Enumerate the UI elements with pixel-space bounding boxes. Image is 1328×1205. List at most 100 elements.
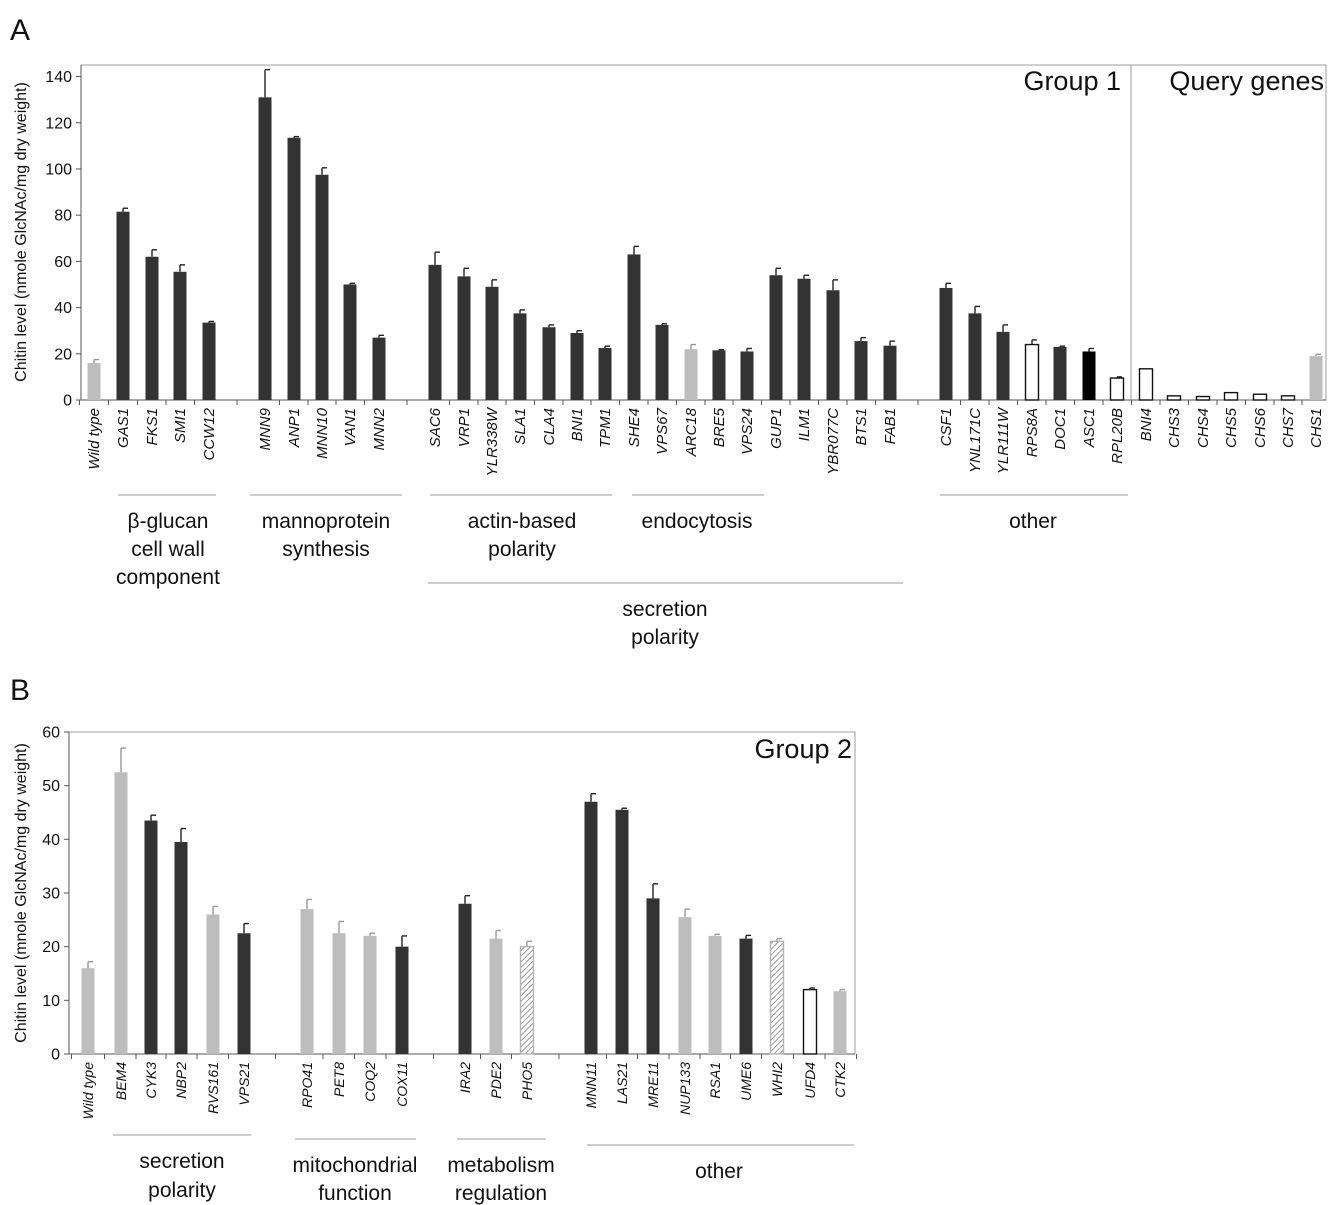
group-label-other: other (695, 1160, 743, 1183)
bar-bem4 (114, 772, 128, 1054)
x-tick-label-cla4: CLA4 (541, 408, 558, 446)
x-tick-label-mnn10: MNN10 (314, 407, 331, 459)
x-tick-label-vps24: VPS24 (739, 408, 756, 455)
annotation-group-1: Group 1 (1023, 66, 1121, 96)
chart-panel-b: Chitin level (mnole GlcNAc/mg dry weight… (13, 725, 857, 1205)
x-tick-label-ylr111w: YLR111W (995, 406, 1012, 474)
y-tick-label-b: 30 (42, 886, 60, 903)
y-tick-label-a: 0 (63, 393, 72, 410)
bar-fks1 (145, 256, 159, 400)
x-tick-label-whi2: WHI2 (769, 1062, 785, 1097)
x-tick-label-ybr077c: YBR077C (825, 408, 842, 475)
bar-rvs161 (206, 914, 220, 1054)
x-tick-label-anp1: ANP1 (286, 408, 303, 448)
x-tick-label-rpo41: RPO41 (299, 1062, 315, 1108)
bar-bre5 (712, 350, 726, 400)
bar-mnn10 (315, 174, 329, 400)
y-tick-label-b: 40 (42, 832, 60, 849)
group-label-glucan-cell-wall-component: component (116, 566, 220, 589)
x-tick-label-ctk2: CTK2 (832, 1062, 848, 1098)
group-label-secretion-polarity: secretion (139, 1150, 224, 1173)
x-tick-label-mnn9: MNN9 (257, 407, 274, 450)
bar-pde2 (489, 938, 503, 1054)
bar-doc1 (1053, 346, 1067, 400)
bar-mnn2 (372, 337, 386, 400)
bar-ctk2 (833, 991, 847, 1054)
y-tick-label-a: 40 (54, 300, 72, 317)
x-tick-label-pde2: PDE2 (488, 1062, 504, 1099)
bar-wild-type (87, 363, 101, 400)
bar-anp1 (287, 137, 301, 400)
group-label-metabolism-regulation: metabolism (447, 1154, 554, 1177)
x-tick-label-rps8a: RPS8A (1024, 408, 1041, 457)
bar-coq2 (363, 935, 377, 1054)
bar-ira2 (458, 903, 472, 1054)
bar-ume6 (739, 938, 753, 1054)
group-label-other: other (1009, 510, 1057, 533)
x-tick-label-sac6: SAC6 (427, 407, 444, 447)
x-tick-label-doc1: DOC1 (1052, 408, 1069, 450)
x-tick-label-bni1: BNI1 (569, 408, 586, 441)
group-label-mitochondrial-function: mitochondrial (293, 1154, 418, 1177)
x-tick-label-wild-type: Wild type (86, 408, 103, 470)
group-label-mannoprotein-synthesis: mannoprotein (262, 510, 390, 533)
x-tick-label-vps21: VPS21 (236, 1062, 252, 1106)
x-tick-label-ilm1: ILM1 (796, 408, 813, 441)
y-tick-label-a: 20 (54, 346, 72, 363)
bar-vps24 (740, 351, 754, 400)
x-tick-label-mnn2: MNN2 (371, 407, 388, 450)
bar-tpm1 (598, 348, 612, 400)
x-tick-label-ylr338w: YLR338W (484, 406, 501, 476)
x-tick-label-she4: SHE4 (626, 408, 643, 447)
bar-chs4 (1195, 395, 1211, 401)
bar-las21 (615, 809, 629, 1054)
panel-letter-a: A (10, 14, 30, 47)
x-tick-label-cyk3: CYK3 (143, 1062, 159, 1099)
bar-gup1 (769, 275, 783, 400)
x-tick-label-coq2: COQ2 (362, 1062, 378, 1102)
group-label-actin-based-polarity: actin-based (468, 510, 577, 533)
x-tick-label-bni4: BNI4 (1138, 408, 1155, 441)
bar-sac6 (428, 264, 442, 400)
y-axis-label-b: Chitin level (mnole GlcNAc/mg dry weight… (13, 743, 30, 1043)
bar-van1 (343, 284, 357, 400)
x-tick-label-pet8: PET8 (331, 1062, 347, 1097)
bar-csf1 (939, 287, 953, 400)
bar-ylr111w (996, 331, 1010, 400)
x-tick-label-gup1: GUP1 (768, 408, 785, 449)
bar-bts1 (854, 341, 868, 400)
x-tick-label-mnn11: MNN11 (583, 1062, 599, 1108)
x-tick-label-mre11: MRE11 (645, 1062, 661, 1108)
x-tick-label-cox11: COX11 (394, 1062, 410, 1107)
x-tick-label-bre5: BRE5 (711, 407, 728, 447)
bar-rsa1 (708, 935, 722, 1054)
bar-nup133 (678, 917, 692, 1054)
x-tick-label-ynl171c: YNL171C (967, 408, 984, 473)
bar-sla1 (513, 313, 527, 400)
group-label-endocytosis: endocytosis (642, 510, 753, 533)
x-tick-label-ufd4: UFD4 (802, 1062, 818, 1099)
bar-mre11 (646, 898, 660, 1054)
bar-bni4 (1138, 368, 1154, 401)
x-tick-label-fab1: FAB1 (882, 408, 899, 444)
bar-cox11 (395, 946, 409, 1054)
x-tick-label-gas1: GAS1 (115, 408, 132, 448)
y-axis-label-a: Chitin level (nmole GlcNAc/mg dry weight… (13, 82, 30, 382)
x-tick-label-wild-type: Wild type (80, 1062, 96, 1120)
bar-chs3 (1166, 395, 1182, 401)
x-tick-label-rsa1: RSA1 (707, 1062, 723, 1099)
bar-rps8a (1024, 343, 1040, 401)
y-tick-label-b: 20 (42, 939, 60, 956)
bar-ybr077c (826, 290, 840, 400)
bar-fab1 (883, 345, 897, 400)
x-tick-label-nbp2: NBP2 (173, 1062, 189, 1099)
x-tick-label-vrp1: VRP1 (456, 408, 473, 447)
bar-chs6 (1252, 393, 1268, 401)
bar-vps67 (655, 324, 669, 400)
bar-pet8 (332, 933, 346, 1054)
bar-wild-type (81, 968, 95, 1054)
x-tick-label-ume6: UME6 (738, 1062, 754, 1101)
bar-rpo41 (300, 909, 314, 1054)
annotation-query-genes: Query genes (1169, 66, 1324, 96)
